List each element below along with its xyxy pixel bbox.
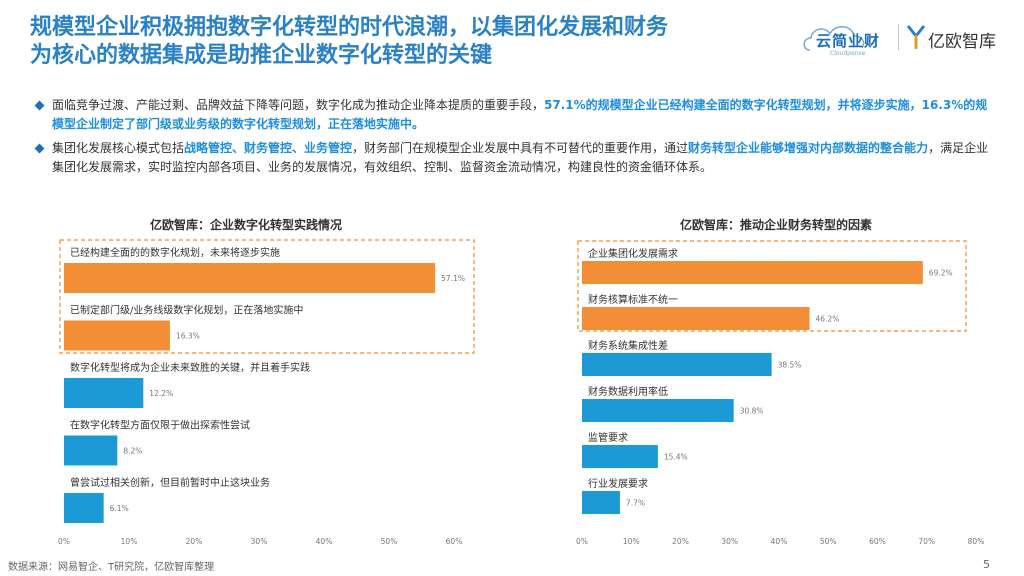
chart-right: 企业集团化发展需求 69.2% 财务核算标准不统一 46.2% 财务系统集成性差 38.5… — [576, 240, 985, 546]
bar-category-label: 监管要求 — [588, 431, 628, 444]
x-tick-label: 80% — [968, 537, 985, 546]
bar — [64, 320, 170, 351]
highlight-box — [577, 240, 967, 332]
yiou-mark-icon — [906, 25, 926, 49]
page-title: 规模型企业积极拥抱数字化转型的时代浪潮，以集团化发展和财务 为核心的数据集成是助… — [30, 14, 790, 70]
bar-category-label: 财务核算标准不统一 — [588, 293, 678, 306]
bullet-text: 面临竞争过渡、产能过剩、品牌效益下降等问题，数字化成为推动企业降本提质的重要手段… — [52, 98, 545, 112]
chart-title-right: 亿欧智库：推动企业财务转型的因素 — [680, 218, 873, 232]
chart-title-left: 亿欧智库：企业数字化转型实践情况 — [150, 218, 343, 232]
page-number: 5 — [983, 558, 990, 571]
page-title-line-2: 为核心的数据集成是助推企业数字化转型的关键 — [30, 43, 493, 68]
bullet-text: ，满足企业集团化发展需求，实时监控内部各项目、业务的发展情况，有效组织、控制、监… — [52, 141, 989, 174]
bullet-text: ，财务部门在规模型企业发展中具有不可替代的重要作用，通过 — [352, 141, 689, 155]
bar-value-label: 15.4% — [664, 453, 688, 462]
bar-category-label: 企业集团化发展需求 — [588, 247, 678, 260]
x-tick-label: 50% — [381, 537, 398, 546]
source-note: 数据来源：网易智企、T研究院，亿欧智库整理 — [8, 562, 215, 573]
bar-value-label: 6.1% — [110, 504, 129, 513]
bar — [64, 435, 118, 466]
bar — [64, 378, 144, 408]
bar-category-label: 行业发展要求 — [588, 477, 648, 490]
bar-category-label: 曾尝试过相关创新，但目前暂时中止这块业务 — [70, 476, 270, 489]
x-tick-label: 70% — [918, 537, 935, 546]
bar-value-label: 8.2% — [123, 447, 142, 456]
x-tick-label: 40% — [771, 537, 788, 546]
bar — [64, 263, 436, 293]
bar-value-label: 16.3% — [176, 332, 200, 341]
bar — [582, 353, 772, 376]
bar-category-label: 数字化转型将成为企业未来致胜的关键，并且着手实践 — [70, 361, 310, 374]
bar — [582, 261, 923, 284]
bar-category-label: 已经构建全面的的数字化规划，未来将逐步实施 — [70, 246, 280, 259]
bullet-highlight: 战略管控、财务管控、业务管控 — [184, 141, 353, 155]
x-tick-label: 60% — [446, 537, 463, 546]
x-tick-label: 20% — [186, 537, 203, 546]
yunjian-sub: Cloudpense — [830, 50, 866, 57]
bullet-item: 面临竞争过渡、产能过剩、品牌效益下降等问题，数字化成为推动企业降本提质的重要手段… — [34, 96, 996, 134]
yunjian-name: 云简业财 — [816, 32, 881, 50]
bar-category-label: 在数字化转型方面仅限于做出探索性尝试 — [70, 419, 250, 432]
bullet-highlight: 57.1%的规模型企业已经构建全面的数字化转型规划，并将逐步实施，16.3%的规… — [52, 98, 988, 131]
bar — [64, 493, 104, 523]
x-tick-label: 10% — [121, 537, 138, 546]
bar-value-label: 30.8% — [740, 407, 764, 416]
bar-value-label: 69.2% — [929, 269, 953, 278]
bar-value-label: 7.7% — [626, 499, 645, 508]
diamond-bullet-icon — [34, 143, 45, 154]
bullet-list: 面临竞争过渡、产能过剩、品牌效益下降等问题，数字化成为推动企业降本提质的重要手段… — [34, 96, 996, 182]
cloud-icon — [803, 26, 865, 51]
page-title-line-1: 规模型企业积极拥抱数字化转型的时代浪潮，以集团化发展和财务 — [30, 15, 669, 40]
bar-value-label: 12.2% — [149, 389, 173, 398]
bar — [582, 445, 658, 468]
x-tick-label: 60% — [869, 537, 886, 546]
bullet-text: 集团化发展核心模式包括 — [52, 141, 185, 155]
bar-value-label: 57.1% — [441, 274, 465, 283]
x-tick-label: 10% — [623, 537, 640, 546]
x-tick-label: 0% — [576, 537, 588, 546]
diamond-bullet-icon — [34, 100, 45, 111]
bar — [582, 399, 734, 422]
x-tick-label: 30% — [721, 537, 738, 546]
highlight-box — [59, 239, 475, 354]
bar — [582, 307, 810, 330]
bar-category-label: 财务系统集成性差 — [588, 339, 668, 352]
bar — [582, 491, 620, 514]
bar-value-label: 46.2% — [816, 315, 840, 324]
x-tick-label: 40% — [316, 537, 333, 546]
bar-value-label: 38.5% — [778, 361, 802, 370]
bullet-item: 集团化发展核心模式包括战略管控、财务管控、业务管控，财务部门在规模型企业发展中具… — [34, 139, 996, 177]
yunjian-logo: 云简业财 Cloudpense — [802, 20, 894, 60]
chart-left: 已经构建全面的的数字化规划，未来将逐步实施 57.1% 已制定部门级/业务线级数字化… — [58, 239, 475, 546]
bar-category-label: 财务数据利用率低 — [588, 385, 668, 398]
x-tick-label: 0% — [58, 537, 70, 546]
yiou-name: 亿欧智库 — [928, 32, 996, 52]
logo-divider — [898, 24, 899, 50]
bullet-highlight: 财务转型企业能够增强对内部数据的整合能力 — [688, 141, 929, 155]
x-tick-label: 50% — [820, 537, 837, 546]
bar-category-label: 已制定部门级/业务线级数字化规划，正在落地实施中 — [70, 304, 303, 317]
x-tick-label: 30% — [251, 537, 268, 546]
x-tick-label: 20% — [672, 537, 689, 546]
